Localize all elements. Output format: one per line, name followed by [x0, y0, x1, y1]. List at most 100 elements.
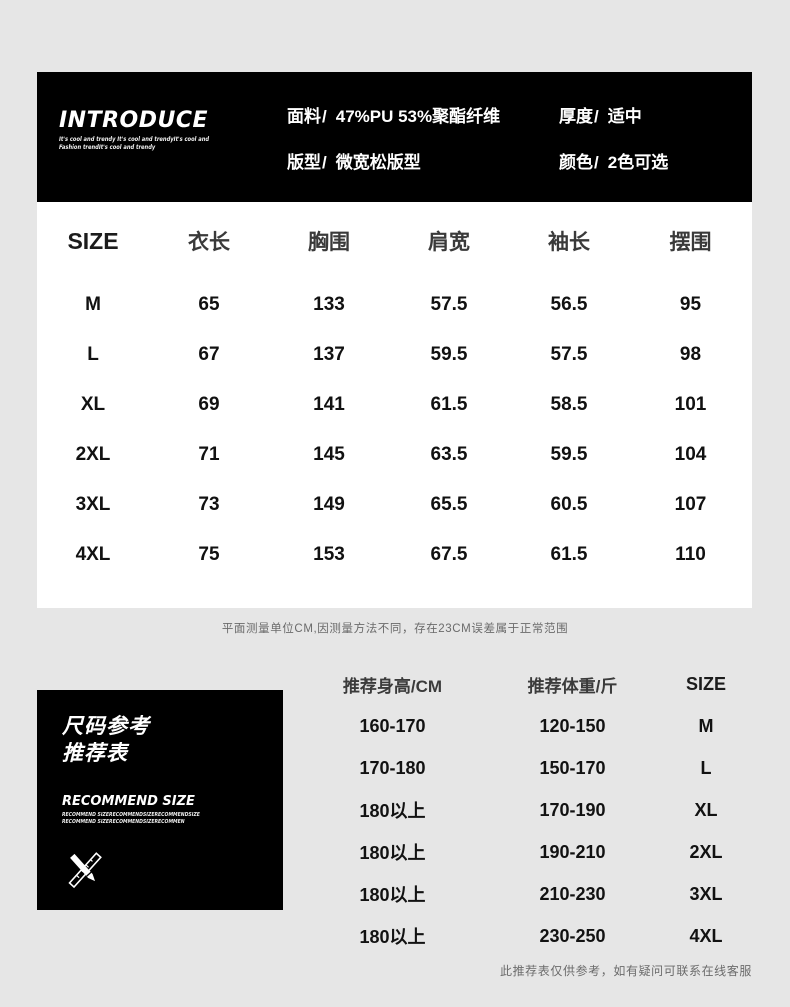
cell-hem: 98 — [679, 344, 702, 365]
introduce-branding: INTRODUCE It's cool and trendy It's cool… — [59, 110, 289, 152]
column-header-size: SIZE — [67, 227, 119, 254]
cell-sleeve: 59.5 — [550, 444, 588, 465]
cell-sleeve: 57.5 — [550, 344, 588, 365]
spec-label-fabric: 面料 — [287, 107, 321, 126]
cell-length: 71 — [198, 444, 220, 465]
table-header-row: SIZE 衣长 胸围 肩宽 袖长 摆围 — [37, 202, 752, 280]
cell-size: L — [87, 344, 99, 365]
spec-separator: / — [322, 153, 327, 172]
cell-shoulder: 57.5 — [430, 294, 468, 315]
cell-weight: 170-190 — [539, 799, 606, 820]
cell-size: 2XL — [75, 444, 111, 465]
cell-sleeve: 60.5 — [550, 494, 588, 515]
spec-value-color: 2色可选 — [607, 153, 669, 172]
column-header-bust: 胸围 — [308, 231, 350, 254]
cell-hem: 104 — [674, 444, 707, 465]
table-row: 180以上 230-250 4XL — [300, 915, 752, 957]
column-header-length: 衣长 — [188, 231, 230, 254]
product-spec-grid: 面料 / 47%PU 53%聚酯纤维 厚度 / 适中 版型 / 微宽松版型 颜色… — [287, 102, 737, 194]
table-row: 180以上 210-230 3XL — [300, 873, 752, 915]
recommend-banner-title: 尺码参考 推荐表 — [62, 713, 150, 767]
cell-size: XL — [694, 799, 718, 820]
spec-row: 版型 / 微宽松版型 颜色 / 2色可选 — [287, 148, 737, 194]
table-row: 180以上 170-190 XL — [300, 789, 752, 831]
cell-bust: 137 — [313, 344, 345, 365]
cell-size: M — [698, 715, 714, 736]
cell-height: 180以上 — [359, 843, 426, 863]
cell-height: 180以上 — [359, 885, 426, 905]
recommend-banner-title-line1: 尺码参考 — [62, 715, 150, 738]
table-row: XL 69 141 61.5 58.5 101 — [37, 380, 752, 430]
spec-item-fabric: 面料 / 47%PU 53%聚酯纤维 — [287, 102, 559, 127]
size-measurement-table: SIZE 衣长 胸围 肩宽 袖长 摆围 M 65 133 57.5 56.5 9… — [37, 202, 752, 580]
table-row: 2XL 71 145 63.5 59.5 104 — [37, 430, 752, 480]
introduce-subtitle: It's cool and trendy It's cool and trend… — [59, 136, 257, 152]
introduce-subtitle-line2: Fashion trendIt's cool and trendy — [59, 144, 156, 151]
cell-sleeve: 61.5 — [550, 544, 588, 565]
cell-weight: 230-250 — [539, 925, 606, 946]
cell-height: 180以上 — [359, 927, 426, 947]
spec-item-thickness: 厚度 / 适中 — [559, 102, 642, 127]
column-header-height: 推荐身高/CM — [342, 676, 443, 696]
cell-bust: 145 — [313, 444, 345, 465]
spec-row: 面料 / 47%PU 53%聚酯纤维 厚度 / 适中 — [287, 102, 737, 148]
cell-shoulder: 63.5 — [430, 444, 468, 465]
spec-item-color: 颜色 / 2色可选 — [559, 148, 668, 173]
cell-bust: 149 — [313, 494, 345, 515]
cell-size: XL — [80, 394, 106, 415]
cell-size: L — [700, 757, 712, 778]
pen-ruler-cross-icon — [68, 852, 102, 889]
column-header-weight: 推荐体重/斤 — [527, 676, 618, 696]
measurement-disclaimer: 平面测量单位CM,因测量方法不同，存在23CM误差属于正常范围 — [221, 623, 569, 635]
cell-size: 3XL — [75, 494, 111, 515]
recommend-banner-title-line2: 推荐表 — [62, 742, 128, 765]
cell-height: 170-180 — [359, 757, 426, 778]
cell-shoulder: 59.5 — [430, 344, 468, 365]
spec-value-fit: 微宽松版型 — [335, 153, 421, 172]
cell-bust: 141 — [313, 394, 345, 415]
cell-length: 67 — [198, 344, 220, 365]
spec-separator: / — [594, 107, 599, 126]
cell-weight: 150-170 — [539, 757, 606, 778]
cell-length: 73 — [198, 494, 220, 515]
column-header-hem: 摆围 — [669, 231, 712, 254]
cell-hem: 107 — [674, 494, 707, 515]
spec-value-thickness: 适中 — [607, 107, 642, 126]
column-header-size: SIZE — [685, 673, 726, 694]
cell-bust: 133 — [313, 294, 345, 315]
spec-label-thickness: 厚度 — [559, 107, 593, 126]
cell-length: 65 — [198, 294, 220, 315]
cell-hem: 110 — [675, 544, 706, 565]
recommend-banner-subtitle: RECOMMEND SIZE — [62, 794, 195, 809]
cell-weight: 210-230 — [539, 883, 606, 904]
cell-weight: 120-150 — [539, 715, 606, 736]
spec-label-fit: 版型 — [287, 153, 321, 172]
recommend-size-table-wrap: 推荐身高/CM 推荐体重/斤 SIZE 160-170 120-150 M 17… — [300, 663, 752, 957]
cell-size: M — [85, 294, 101, 315]
cell-hem: 101 — [674, 394, 707, 415]
spec-separator: / — [594, 153, 599, 172]
cell-size: 4XL — [75, 544, 111, 565]
table-row: 160-170 120-150 M — [300, 705, 752, 747]
table-row: 3XL 73 149 65.5 60.5 107 — [37, 480, 752, 530]
column-header-sleeve: 袖长 — [548, 231, 590, 254]
column-header-shoulder: 肩宽 — [428, 231, 470, 254]
cell-shoulder: 67.5 — [430, 544, 468, 565]
cell-sleeve: 58.5 — [550, 394, 588, 415]
recommend-disclaimer: 此推荐表仅供参考，如有疑问可联系在线客服 — [499, 964, 752, 978]
size-table-panel: SIZE 衣长 胸围 肩宽 袖长 摆围 M 65 133 57.5 56.5 9… — [37, 202, 752, 608]
cell-shoulder: 65.5 — [430, 494, 468, 515]
recommend-banner-microtext: RECOMMEND SIZERECOMMENDSIZERECOMMENDSIZE… — [62, 812, 200, 826]
spec-separator: / — [322, 107, 327, 126]
introduce-banner: INTRODUCE It's cool and trendy It's cool… — [37, 72, 752, 202]
table-row: M 65 133 57.5 56.5 95 — [37, 280, 752, 330]
cell-height: 160-170 — [359, 715, 426, 736]
table-row: 4XL 75 153 67.5 61.5 110 — [37, 530, 752, 580]
table-row: 180以上 190-210 2XL — [300, 831, 752, 873]
recommend-banner-microtext-line1: RECOMMEND SIZERECOMMENDSIZERECOMMENDSIZE — [62, 812, 200, 818]
recommend-size-table: 推荐身高/CM 推荐体重/斤 SIZE 160-170 120-150 M 17… — [300, 663, 752, 957]
table-header-row: 推荐身高/CM 推荐体重/斤 SIZE — [300, 663, 752, 705]
cell-length: 75 — [198, 544, 220, 565]
cell-bust: 153 — [313, 544, 345, 565]
cell-size: 3XL — [689, 883, 723, 904]
